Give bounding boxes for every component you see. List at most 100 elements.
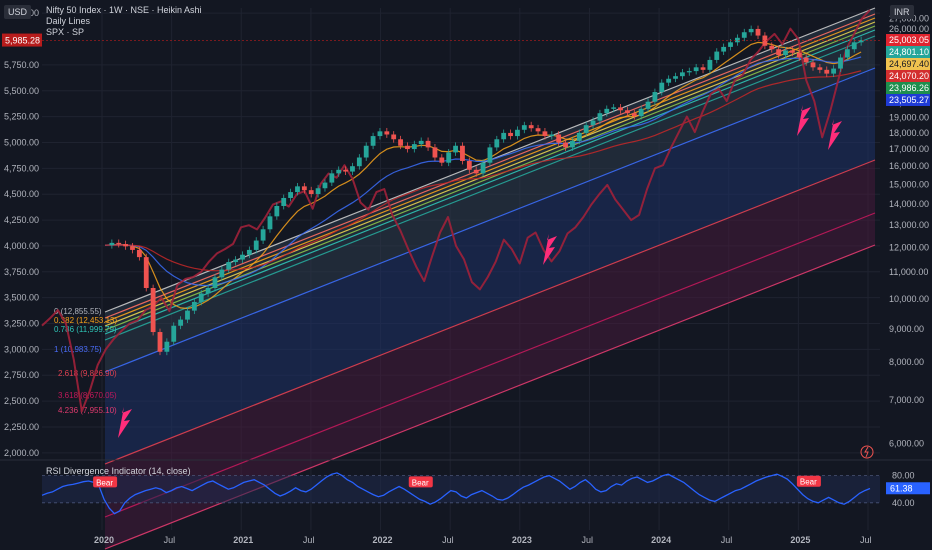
- candle-body: [432, 147, 438, 158]
- right-axis-tick: 18,000.00: [889, 128, 929, 138]
- bear-signal-badge: [408, 476, 433, 488]
- right-axis-tick: 26,000.00: [889, 24, 929, 34]
- channel-lower-fill: [105, 160, 875, 549]
- candle-body: [838, 57, 843, 69]
- candle-body: [363, 145, 369, 158]
- candle-body: [796, 52, 802, 58]
- candle-body: [803, 57, 809, 63]
- candle-body: [583, 125, 589, 133]
- right-price-tag: [886, 34, 930, 47]
- right-axis-tick: 16,000.00: [889, 161, 929, 171]
- candle-body: [824, 69, 830, 74]
- right-price-tag: [886, 70, 930, 83]
- candle-body: [748, 28, 754, 33]
- fib-level-label: 0.786 (11,999.79): [54, 325, 117, 334]
- chart-header: Nifty 50 Index · 1W · NSE · Heikin Ashi …: [46, 5, 202, 38]
- left-axis-tick: 2,750.00: [4, 370, 39, 380]
- right-price-tag-label: 23,505.27: [889, 95, 929, 105]
- candle-body: [693, 67, 699, 72]
- left-axis-tick: 5,000.00: [4, 137, 39, 147]
- candle-body: [460, 145, 465, 161]
- chart-subtitle-daily-lines[interactable]: Daily Lines: [46, 16, 91, 26]
- right-price-tag: [886, 94, 930, 107]
- candle-body: [576, 132, 582, 141]
- chart-subtitle-spx[interactable]: SPX · SP: [46, 27, 85, 37]
- candle-body: [686, 71, 692, 73]
- currency-left[interactable]: USD: [4, 5, 32, 19]
- candle-body: [295, 186, 300, 193]
- candle-body: [597, 113, 603, 121]
- channel-line: [104, 21, 876, 327]
- left-axis-tick: 4,750.00: [4, 163, 39, 173]
- candle-body: [123, 244, 129, 247]
- currency-right[interactable]: INR: [890, 5, 914, 19]
- candle-body: [425, 140, 431, 148]
- time-axis-tick: 2021: [233, 535, 253, 545]
- candle-body: [240, 254, 245, 260]
- candle-body: [205, 287, 211, 294]
- time-axis-tick: 2020: [94, 535, 114, 545]
- chart-title[interactable]: Nifty 50 Index · 1W · NSE · Heikin Ashi: [46, 5, 202, 15]
- candle-body: [590, 120, 596, 126]
- right-price-tag-label: 25,003.05: [889, 35, 929, 45]
- right-axis-tick: 19,000.00: [889, 113, 929, 123]
- right-price-tag-label: 23,986.26: [889, 83, 929, 93]
- candle-body: [253, 240, 259, 250]
- candle-body: [521, 125, 527, 130]
- right-price-tag-label: 24,070.20: [889, 71, 929, 81]
- candle-body: [219, 269, 225, 278]
- right-axis-tick: 15,000.00: [889, 179, 929, 189]
- candle-body: [336, 169, 342, 174]
- candle-body: [700, 67, 706, 70]
- candle-body: [858, 40, 864, 43]
- spx-line: [41, 9, 871, 413]
- left-axis-tick: 4,000.00: [4, 241, 39, 251]
- rsi-pane: 80.00 40.00 RSI Divergence Indicator (14, …: [0, 459, 932, 515]
- rsi-band: [42, 475, 880, 503]
- buy-arrow: [118, 407, 132, 438]
- candle-body: [322, 182, 328, 189]
- left-current-price-tag: [2, 33, 42, 47]
- candle-body: [769, 45, 775, 50]
- candle-body: [329, 173, 335, 183]
- right-axis-tick: 13,000.00: [889, 220, 929, 230]
- right-price-tag: [886, 58, 930, 71]
- candle-body: [515, 129, 520, 137]
- left-axis-tick: 3,750.00: [4, 267, 39, 277]
- candle-body: [143, 257, 149, 288]
- candle-body: [508, 132, 513, 137]
- bear-signal-label: Bear: [800, 478, 817, 487]
- candle-body: [535, 128, 541, 132]
- left-axis-tick: 2,000.00: [4, 448, 39, 458]
- left-axis-tick: 2,250.00: [4, 422, 39, 432]
- candle-body: [645, 101, 651, 109]
- candle-body: [398, 139, 403, 146]
- lightning-icon-glyph: [864, 446, 869, 458]
- rsi-current-label: 61.38: [890, 483, 913, 493]
- candle-body: [281, 197, 287, 206]
- candle-body: [109, 242, 115, 246]
- bear-signal-badge: [93, 476, 118, 488]
- candle-body: [734, 37, 740, 43]
- channel-line: [104, 67, 876, 373]
- left-axis-tick: 3,250.00: [4, 319, 39, 329]
- candle-body: [631, 113, 637, 117]
- right-axis-tick: 8,000.00: [889, 357, 924, 367]
- candle-body: [391, 134, 397, 140]
- signal-arrows: [118, 105, 874, 459]
- candle-body: [755, 28, 761, 36]
- candle-body: [233, 259, 239, 263]
- candle-body: [625, 110, 630, 114]
- right-axis-tick: 11,000.00: [889, 267, 928, 277]
- left-axis-tick: 5,250.00: [4, 112, 39, 122]
- candle-body: [741, 32, 747, 38]
- regression-channel: [104, 7, 876, 550]
- candle-body: [611, 107, 617, 109]
- candle-body: [377, 131, 383, 137]
- channel-mid-fill: [105, 68, 875, 464]
- candle-body: [308, 190, 314, 195]
- time-axis-tick: 2024: [651, 535, 671, 545]
- candle-body: [343, 169, 348, 172]
- right-axis-tick: 6,000.00: [889, 438, 924, 448]
- channel-line: [104, 212, 876, 518]
